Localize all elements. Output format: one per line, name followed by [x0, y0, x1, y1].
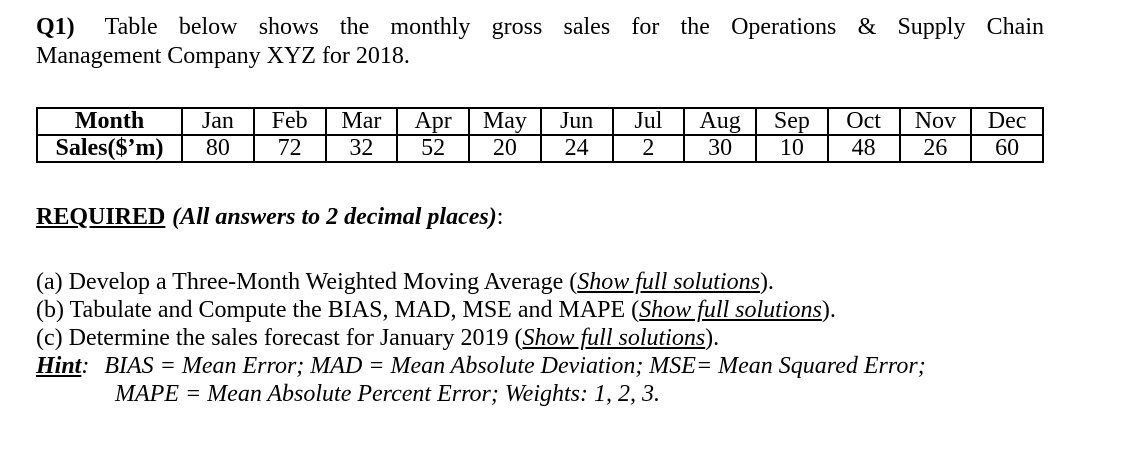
sales-value-cell: 60 [970, 134, 1044, 163]
month-cell: Sep [755, 107, 829, 136]
hint-line-1: Hint: BIAS = Mean Error; MAD = Mean Absol… [36, 352, 1044, 380]
question-intro: Q1) Table below shows the monthly gross s… [36, 13, 1044, 71]
month-cell: May [468, 107, 542, 136]
table-row-sales: Sales($’m) 80 72 32 52 20 24 2 30 10 48 … [36, 134, 1044, 163]
sales-value-cell: 72 [252, 134, 327, 163]
sales-header-cell: Sales($’m) [36, 134, 183, 163]
required-heading: REQUIRED [36, 204, 166, 230]
hint-spacer [89, 372, 104, 373]
hint-label: Hint [36, 353, 82, 379]
task-item-a: (a) Develop a Three-Month Weighted Movin… [36, 268, 1044, 296]
intro-line-1: Q1) Table below shows the monthly gross s… [36, 13, 1044, 42]
month-header-cell: Month [36, 107, 183, 136]
task-list: (a) Develop a Three-Month Weighted Movin… [36, 268, 1044, 408]
table-row-months: Month Jan Feb Mar Apr May Jun Jul Aug Se… [36, 107, 1044, 136]
hint-line-2: MAPE = Mean Absolute Percent Error; Weig… [115, 381, 660, 407]
task-text: (a) Develop a Three-Month Weighted Movin… [36, 269, 578, 295]
task-text: (b) Tabulate and Compute the BIAS, MAD, … [36, 297, 640, 323]
month-cell: Aug [683, 107, 757, 136]
show-solutions-emphasis: Show full solutions [522, 325, 706, 351]
show-solutions-emphasis: Show full solutions [577, 269, 760, 295]
task-suffix: ). [705, 325, 720, 351]
sales-value-cell: 52 [396, 134, 470, 163]
intro-line-1-text: Table below shows the monthly gross sale… [104, 14, 1044, 40]
month-cell: Jul [611, 107, 686, 136]
sales-value-cell: 10 [755, 134, 829, 163]
sales-value-cell: 80 [181, 134, 255, 163]
month-cell: Mar [324, 107, 399, 136]
month-cell: Oct [826, 107, 901, 136]
question-number: Q1) [36, 14, 75, 40]
show-solutions-emphasis: Show full solutions [639, 297, 822, 323]
task-item-b: (b) Tabulate and Compute the BIAS, MAD, … [36, 296, 1044, 324]
sales-value-cell: 30 [683, 134, 757, 163]
sales-value-cell: 24 [539, 134, 614, 163]
sales-table: Month Jan Feb Mar Apr May Jun Jul Aug Se… [36, 107, 1044, 163]
task-suffix: ). [759, 269, 774, 295]
required-heading-line: REQUIRED (All answers to 2 decimal places… [36, 203, 1044, 231]
month-cell: Jun [539, 107, 614, 136]
month-cell: Apr [396, 107, 470, 136]
task-text: (c) Determine the sales forecast for Jan… [36, 325, 523, 351]
tab-spacer [75, 33, 105, 34]
month-cell: Dec [970, 107, 1044, 136]
intro-line-2: Management Company XYZ for 2018. [36, 43, 410, 69]
required-colon: : [496, 204, 504, 230]
document-page: Q1) Table below shows the monthly gross s… [0, 13, 1044, 408]
sales-value-cell: 32 [324, 134, 399, 163]
task-suffix: ). [821, 297, 836, 323]
month-cell: Nov [898, 107, 973, 136]
sales-value-cell: 20 [468, 134, 542, 163]
hint-text-1: BIAS = Mean Error; MAD = Mean Absolute D… [104, 353, 926, 379]
sales-value-cell: 2 [611, 134, 686, 163]
hint-colon: : [81, 353, 90, 379]
month-cell: Jan [181, 107, 255, 136]
sales-value-cell: 48 [826, 134, 901, 163]
sales-value-cell: 26 [898, 134, 973, 163]
task-item-c: (c) Determine the sales forecast for Jan… [36, 324, 1044, 352]
required-note: (All answers to 2 decimal places) [172, 204, 497, 230]
month-cell: Feb [252, 107, 327, 136]
